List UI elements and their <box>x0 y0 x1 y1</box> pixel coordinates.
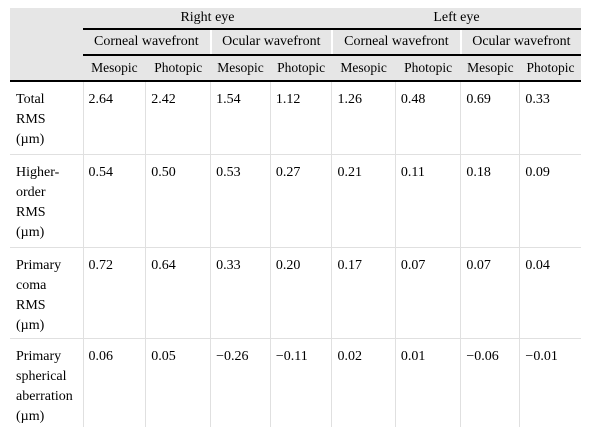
value-cell: −0.11 <box>269 338 332 427</box>
value-cell: 2.42 <box>145 80 211 155</box>
row-label-line: RMS <box>16 112 46 127</box>
value-cell: 0.33 <box>210 247 271 339</box>
value-cell: 1.12 <box>269 80 332 155</box>
value-cell: 0.64 <box>145 247 211 339</box>
mesopic-header: Mesopic <box>83 55 146 82</box>
mesopic-header: Mesopic <box>331 55 396 82</box>
value-cell: 0.21 <box>331 154 396 248</box>
value-cell: 0.02 <box>331 338 396 427</box>
photopic-header: Photopic <box>145 55 211 82</box>
mesopic-header: Mesopic <box>210 55 271 82</box>
right-eye-header: Right eye <box>83 8 332 30</box>
photopic-header: Photopic <box>395 55 461 82</box>
value-cell: 2.64 <box>82 80 146 155</box>
value-cell: 0.48 <box>394 80 461 155</box>
row-label: Total RMS (µm) <box>10 80 83 155</box>
value-cell: −0.26 <box>210 338 271 427</box>
row-label-line: Higher- <box>16 165 60 180</box>
value-cell: 1.26 <box>331 80 396 155</box>
value-cell: 0.06 <box>82 338 146 427</box>
value-cell: 0.27 <box>269 154 332 248</box>
value-cell: 0.54 <box>82 154 146 248</box>
left-ocular-header: Ocular wavefront <box>459 29 581 56</box>
table-row: Primary spherical aberration (µm) 0.06 0.05 −0… <box>10 338 581 427</box>
value-cell: 0.07 <box>394 247 461 339</box>
value-cell: 1.54 <box>210 80 271 155</box>
value-cell: 0.20 <box>269 247 332 339</box>
photopic-header: Photopic <box>519 55 581 82</box>
row-label-line: RMS <box>16 205 46 220</box>
row-label-line: (µm) <box>16 132 45 147</box>
wavefront-aberration-table: Right eye Left eye Corneal wavefront Ocu… <box>10 8 581 427</box>
value-cell: 0.04 <box>519 247 581 339</box>
right-ocular-header: Ocular wavefront <box>209 29 332 56</box>
table-row: Primary coma RMS (µm) 0.72 0.64 0.33 0.20 0.17 0.… <box>10 247 581 339</box>
value-cell: 0.17 <box>331 247 396 339</box>
row-label-line: (µm) <box>16 318 45 333</box>
value-cell: 0.07 <box>460 247 520 339</box>
value-cell: 0.09 <box>519 154 581 248</box>
row-label-line: spherical <box>16 369 67 384</box>
left-eye-header: Left eye <box>331 8 581 30</box>
right-corneal-header: Corneal wavefront <box>83 29 211 56</box>
row-label-line: order <box>16 185 46 200</box>
row-label-line: Primary <box>16 349 62 364</box>
row-label: Primary spherical aberration (µm) <box>10 338 83 427</box>
value-cell: −0.06 <box>460 338 520 427</box>
value-cell: 0.18 <box>460 154 520 248</box>
mesopic-header: Mesopic <box>460 55 520 82</box>
value-cell: 0.50 <box>145 154 211 248</box>
row-label-line: aberration <box>16 389 73 404</box>
photopic-header: Photopic <box>270 55 332 82</box>
row-label-line: coma <box>16 278 47 293</box>
row-label-line: (µm) <box>16 409 45 424</box>
value-cell: 0.53 <box>210 154 271 248</box>
left-corneal-header: Corneal wavefront <box>330 29 461 56</box>
value-cell: 0.72 <box>82 247 146 339</box>
row-label: Higher-order RMS (µm) <box>10 154 83 248</box>
value-cell: 0.11 <box>394 154 461 248</box>
value-cell: 0.01 <box>394 338 461 427</box>
row-label-line: RMS <box>16 298 46 313</box>
table-row: Total RMS (µm) 2.64 2.42 1.54 1.12 1.26 0.48 0.69… <box>10 80 581 155</box>
value-cell: 0.33 <box>519 80 581 155</box>
row-label-line: (µm) <box>16 225 45 240</box>
value-cell: −0.01 <box>519 338 581 427</box>
row-label-line: Total <box>16 92 45 107</box>
table-row: Higher-order RMS (µm) 0.54 0.50 0.53 0.27 0.21 0… <box>10 154 581 248</box>
row-label: Primary coma RMS (µm) <box>10 247 83 339</box>
row-label-line: Primary <box>16 258 62 273</box>
value-cell: 0.69 <box>460 80 520 155</box>
value-cell: 0.05 <box>145 338 211 427</box>
corner-cell <box>10 8 83 82</box>
